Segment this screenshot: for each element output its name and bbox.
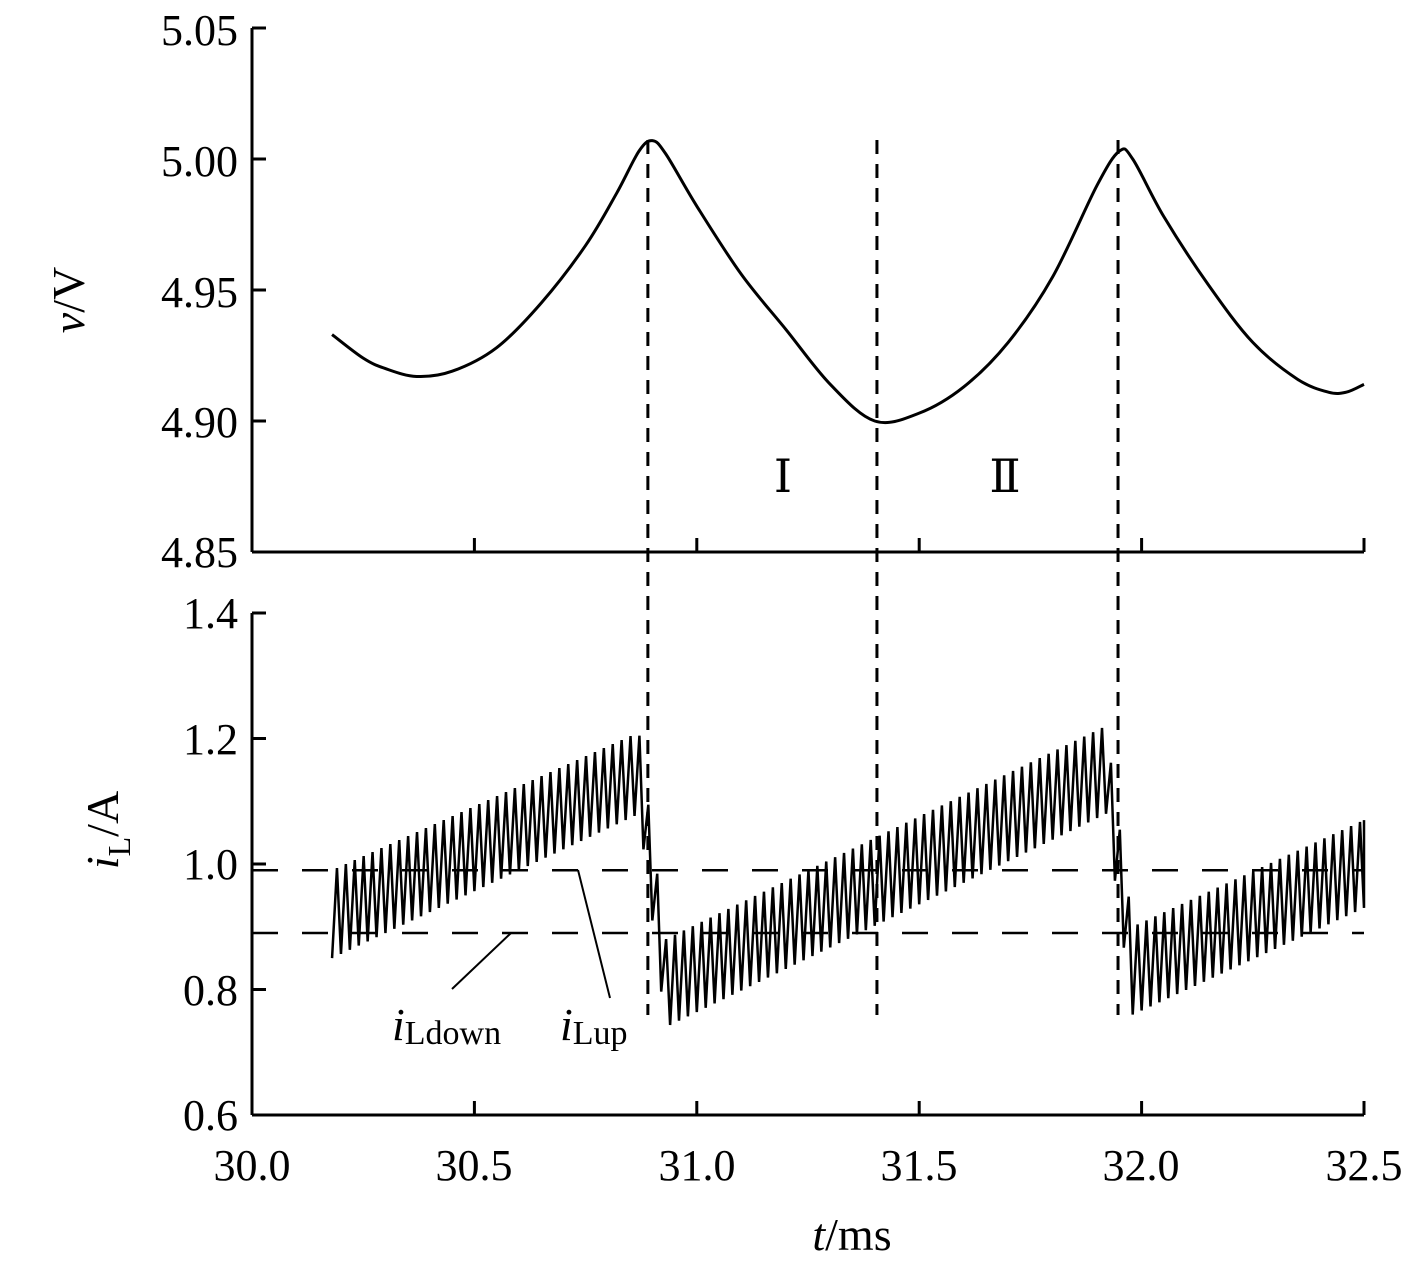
x-tick-label: 30.5 bbox=[436, 1141, 513, 1190]
top-y-tick-label: 5.00 bbox=[161, 137, 238, 186]
x-axis-label: t/ms bbox=[812, 1209, 891, 1260]
x-tick-label: 31.5 bbox=[881, 1141, 958, 1190]
bottom-y-tick-label: 1.4 bbox=[183, 589, 238, 638]
ilup-label: iLup bbox=[560, 999, 628, 1052]
region-1-label: Ⅰ bbox=[774, 451, 792, 502]
top-y-tick-label: 4.95 bbox=[161, 268, 238, 317]
bottom-y-tick-labels: 0.6 0.8 1.0 1.2 1.4 bbox=[183, 589, 238, 1140]
x-tick-label: 30.0 bbox=[214, 1141, 291, 1190]
x-tick-label: 31.0 bbox=[659, 1141, 736, 1190]
ildown-leader-line bbox=[451, 932, 512, 990]
x-tick-label: 32.0 bbox=[1103, 1141, 1180, 1190]
top-y-tick-label: 4.85 bbox=[161, 528, 238, 577]
bottom-y-axis-label: iL/A bbox=[77, 791, 137, 869]
ilup-leader-line bbox=[577, 869, 611, 999]
x-tick-labels: 30.0 30.5 31.0 31.5 32.0 32.5 bbox=[214, 1141, 1403, 1190]
bottom-y-tick-label: 1.2 bbox=[183, 715, 238, 764]
plot-area bbox=[250, 26, 1366, 1117]
top-y-tick-label: 5.05 bbox=[161, 6, 238, 55]
region-2-label: Ⅱ bbox=[989, 451, 1020, 502]
top-y-tick-labels: 4.85 4.90 4.95 5.00 5.05 bbox=[161, 6, 238, 577]
voltage-series-line bbox=[331, 139, 1365, 425]
top-y-axis-label: v/V bbox=[43, 267, 94, 333]
bottom-y-tick-label: 0.8 bbox=[183, 966, 238, 1015]
inductor-current-series-line bbox=[330, 727, 1366, 1026]
x-tick-label: 32.5 bbox=[1326, 1141, 1403, 1190]
top-y-tick-label: 4.90 bbox=[161, 398, 238, 447]
ildown-label: iLdown bbox=[392, 999, 501, 1052]
bottom-y-tick-label: 1.0 bbox=[183, 840, 238, 889]
bottom-y-tick-label: 0.6 bbox=[183, 1091, 238, 1140]
